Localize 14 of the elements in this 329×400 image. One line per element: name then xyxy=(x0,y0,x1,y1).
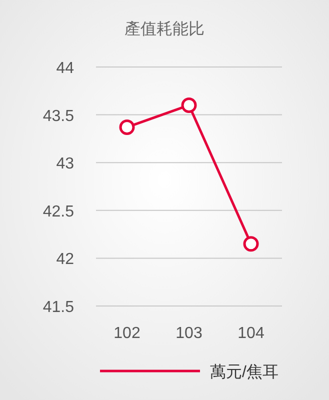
y-tick-label: 44 xyxy=(56,60,74,77)
point xyxy=(243,236,259,252)
y-tick-label: 42 xyxy=(56,251,74,268)
point xyxy=(181,97,197,113)
point xyxy=(119,119,135,135)
y-tick-label: 43 xyxy=(56,156,74,173)
y-tick-label: 42.5 xyxy=(42,203,74,220)
y-tick-label: 41.5 xyxy=(42,299,74,316)
x-tick-label: 103 xyxy=(176,325,202,342)
chart-title: 產值耗能比 xyxy=(124,20,204,38)
x-tick-label: 104 xyxy=(238,325,264,342)
x-tick-label: 102 xyxy=(114,325,140,342)
text: 萬元/焦耳 xyxy=(210,363,278,381)
y-tick-label: 43.5 xyxy=(42,108,74,125)
